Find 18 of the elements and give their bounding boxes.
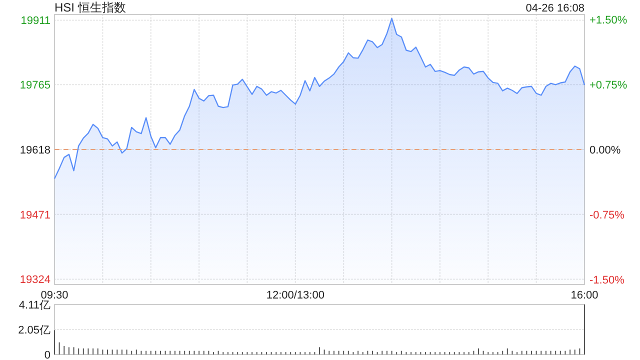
y-tick-label: 0 [44,350,50,360]
y-tick-label: 4.11亿 [18,300,50,312]
y-tick-label: 19471 [20,209,50,222]
x-tick-label: 16:00 [570,290,598,302]
y2-tick-label: -1.50% [590,274,625,286]
y-tick-label: 2.05亿 [18,324,50,337]
y2-tick-label: +1.50% [590,14,628,27]
y-tick-label: 19324 [20,274,50,286]
y2-tick-label: +0.75% [590,80,628,92]
y2-tick-label: 0.00% [590,144,621,156]
x-tick-label: 12:00/13:00 [266,290,324,302]
y-tick-label: 19618 [20,144,50,156]
y2-tick-label: -0.75% [590,209,625,222]
x-tick-label: 09:30 [40,290,68,302]
annotation: 04-26 16:08 [526,2,584,14]
y-tick-label: 19911 [20,15,50,28]
y-tick-label: 19765 [20,80,50,92]
chart-title: HSI 恒生指数 [54,0,126,14]
